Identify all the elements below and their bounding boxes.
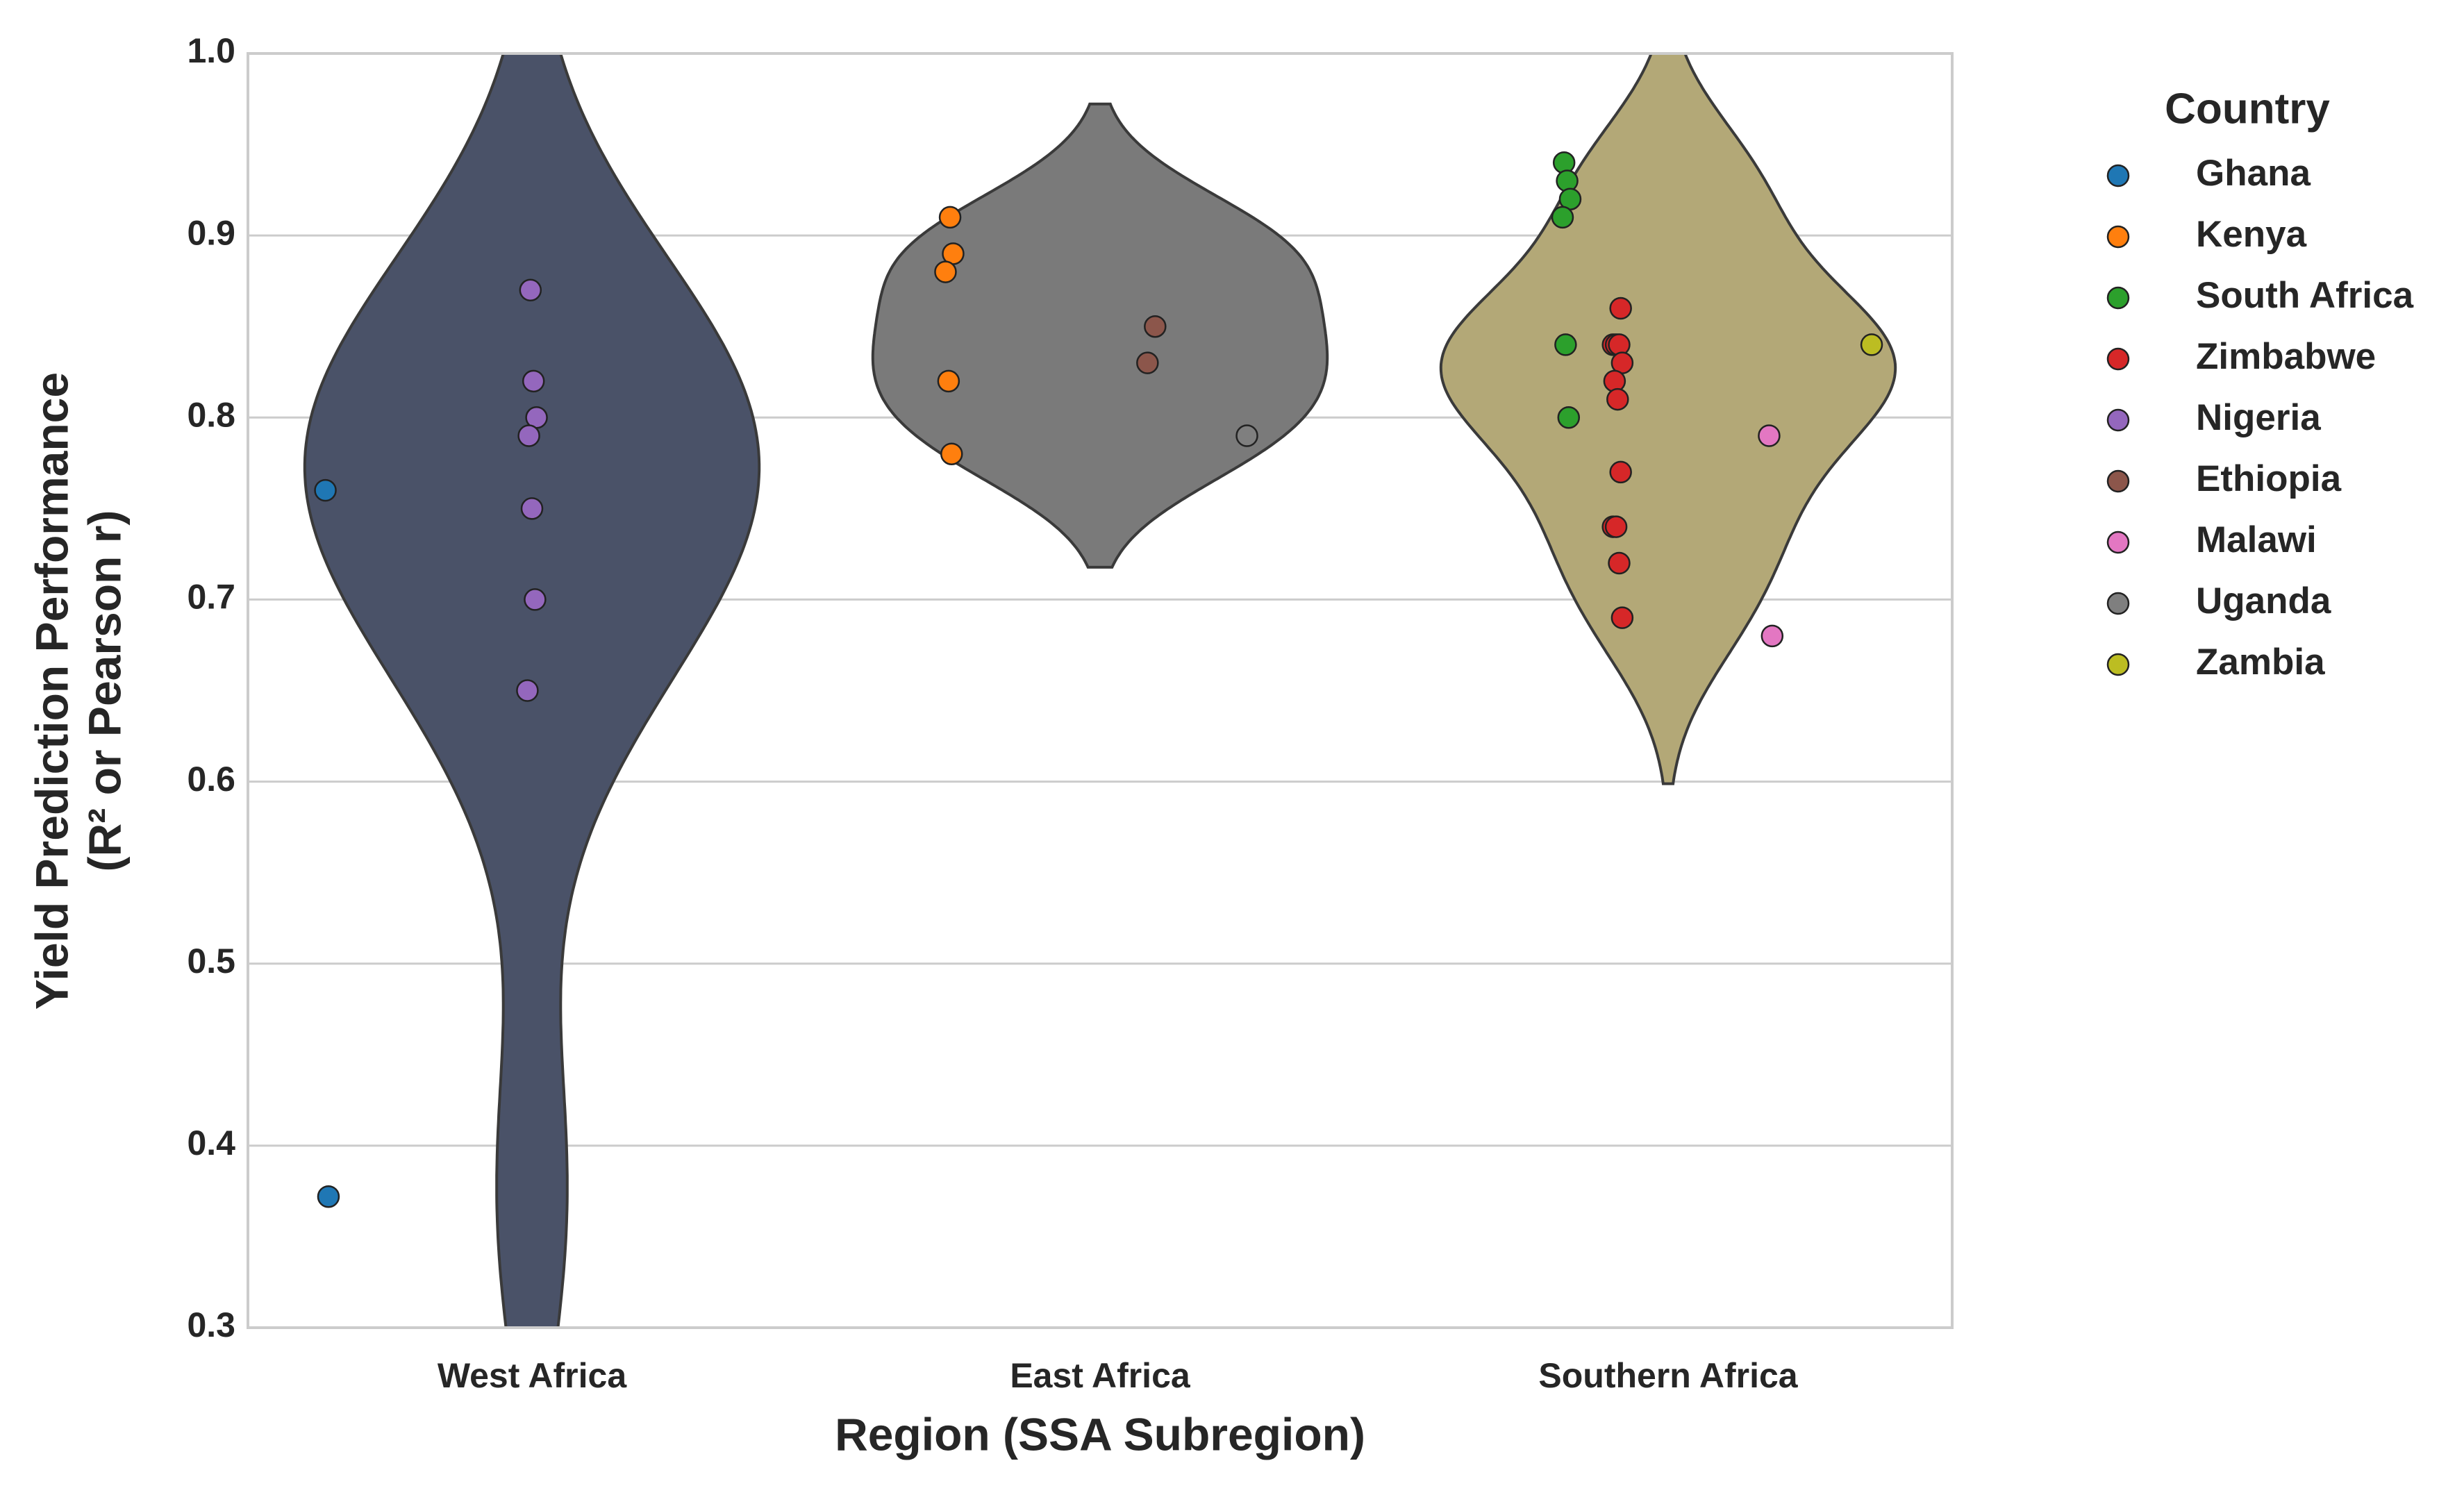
x-tick-label: East Africa bbox=[1010, 1356, 1191, 1395]
legend-marker bbox=[2106, 286, 2130, 310]
legend-marker bbox=[2106, 592, 2130, 615]
data-point bbox=[1758, 424, 1781, 447]
legend-marker bbox=[2106, 347, 2130, 371]
violin bbox=[303, 53, 761, 1328]
legend-label: Uganda bbox=[2196, 581, 2331, 621]
y-tick-label: 0.3 bbox=[187, 1305, 235, 1344]
y-tick-label: 0.5 bbox=[187, 942, 235, 980]
x-axis-label: Region (SSA Subregion) bbox=[835, 1408, 1365, 1460]
plot-frame bbox=[247, 52, 1954, 1329]
y-axis-label: (R² or Pearson r) bbox=[78, 510, 130, 872]
legend-label: Ghana bbox=[2196, 153, 2311, 194]
y-tick-label: 0.4 bbox=[187, 1124, 235, 1162]
y-tick-label: 0.9 bbox=[187, 213, 235, 252]
data-point bbox=[938, 206, 962, 229]
legend-label: Kenya bbox=[2196, 214, 2307, 255]
data-point bbox=[520, 497, 544, 520]
data-point bbox=[934, 260, 957, 283]
data-point bbox=[1557, 406, 1581, 429]
x-tick-label: Southern Africa bbox=[1538, 1356, 1798, 1395]
data-point bbox=[1552, 151, 1576, 174]
legend-marker bbox=[2106, 225, 2130, 249]
data-point bbox=[1860, 333, 1883, 356]
data-point bbox=[1136, 351, 1159, 374]
data-point bbox=[1606, 387, 1629, 411]
legend-marker bbox=[2106, 531, 2130, 554]
legend-marker bbox=[2106, 164, 2130, 187]
violins bbox=[303, 53, 1897, 1328]
legend-label: South Africa bbox=[2196, 275, 2414, 316]
legend-title: Country bbox=[2165, 85, 2330, 133]
violin bbox=[871, 102, 1329, 569]
data-point bbox=[1235, 424, 1258, 447]
data-point bbox=[519, 278, 542, 302]
data-point bbox=[1609, 297, 1632, 320]
data-point bbox=[1608, 333, 1631, 356]
data-point bbox=[1608, 551, 1631, 575]
legend-label: Ethiopia bbox=[2196, 458, 2342, 499]
data-point bbox=[522, 369, 545, 393]
data-point bbox=[1760, 624, 1784, 648]
y-axis-label: Yield Prediction Performance bbox=[26, 372, 77, 1010]
data-point bbox=[1604, 515, 1628, 538]
data-point bbox=[1603, 369, 1626, 393]
data-point bbox=[1144, 315, 1167, 338]
data-point bbox=[524, 588, 547, 611]
data-point bbox=[1556, 169, 1579, 192]
y-tick-label: 1.0 bbox=[187, 31, 235, 70]
legend-marker bbox=[2106, 469, 2130, 493]
y-tick-label: 0.8 bbox=[187, 395, 235, 434]
y-tick-label: 0.7 bbox=[187, 578, 235, 617]
legend-label: Zimbabwe bbox=[2196, 336, 2376, 377]
data-point bbox=[317, 1185, 340, 1208]
data-point bbox=[937, 369, 960, 393]
data-point bbox=[517, 424, 540, 447]
legend-marker bbox=[2106, 653, 2130, 676]
data-point bbox=[1554, 333, 1577, 356]
legend-label: Malawi bbox=[2196, 519, 2317, 560]
violin bbox=[1439, 53, 1897, 785]
legend-label: Zambia bbox=[2196, 642, 2325, 683]
legend-marker bbox=[2106, 408, 2130, 432]
data-point bbox=[1551, 206, 1574, 229]
data-point bbox=[1610, 606, 1634, 629]
data-point bbox=[1609, 460, 1632, 484]
data-point bbox=[516, 679, 539, 702]
y-tick-label: 0.6 bbox=[187, 760, 235, 799]
data-point bbox=[940, 442, 963, 465]
legend-label: Nigeria bbox=[2196, 397, 2321, 438]
data-point bbox=[314, 478, 337, 502]
x-tick-label: West Africa bbox=[438, 1356, 628, 1395]
